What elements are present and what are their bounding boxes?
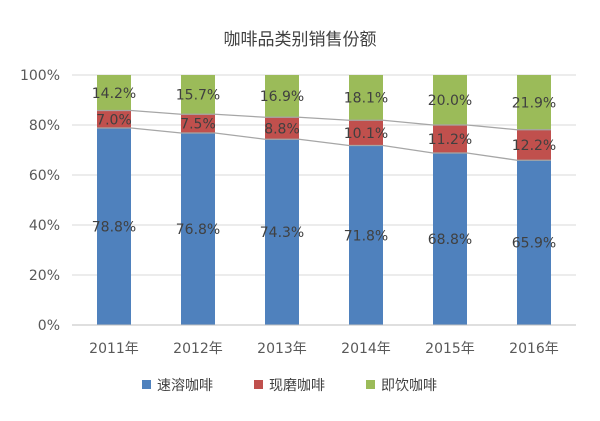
y-tick-label: 60% (29, 168, 60, 184)
series-line (97, 128, 551, 160)
y-tick-label: 100% (20, 68, 60, 84)
data-label: 7.5% (180, 117, 216, 133)
series-lines (97, 111, 551, 161)
data-label: 12.2% (512, 138, 556, 154)
data-label: 14.2% (92, 86, 136, 102)
x-tick-label: 2016年 (509, 341, 559, 357)
data-label: 78.8% (92, 220, 136, 236)
data-label: 68.8% (428, 232, 472, 248)
legend-swatch (254, 380, 263, 389)
chart-title: 咖啡品类别销售份额 (224, 30, 377, 50)
data-label: 8.8% (264, 121, 300, 137)
series-line (97, 111, 551, 130)
data-labels: 78.8% 7.0% 14.2% 76.8% 7.5% 15.7% 74.3% 8.8% 16.… (92, 86, 556, 252)
y-tick-label: 20% (29, 268, 60, 284)
y-tick-label: 80% (29, 118, 60, 134)
data-label: 16.9% (260, 89, 304, 105)
x-tick-label: 2013年 (257, 341, 307, 357)
data-label: 65.9% (512, 236, 556, 252)
y-tick-label: 0% (38, 318, 60, 334)
data-label: 18.1% (344, 91, 388, 107)
data-label: 76.8% (176, 222, 220, 238)
x-axis: 2011年 2012年 2013年 2014年 2015年 2016年 (72, 325, 576, 357)
data-label: 15.7% (176, 88, 220, 104)
legend-swatch (142, 380, 151, 389)
legend-label: 现磨咖啡 (269, 378, 325, 394)
data-label: 71.8% (344, 228, 388, 244)
x-tick-label: 2011年 (89, 341, 139, 357)
y-tick-label: 40% (29, 218, 60, 234)
data-label: 20.0% (428, 93, 472, 109)
legend-label: 速溶咖啡 (157, 378, 213, 394)
x-tick-label: 2015年 (425, 341, 475, 357)
data-label: 11.2% (428, 132, 472, 148)
x-tick-label: 2012年 (173, 341, 223, 357)
data-label: 74.3% (260, 225, 304, 241)
y-axis: 0% 20% 40% 60% 80% 100% (20, 68, 60, 334)
legend-swatch (366, 380, 375, 389)
data-label: 21.9% (512, 95, 556, 111)
x-tick-label: 2014年 (341, 341, 391, 357)
grid (72, 75, 576, 325)
data-label: 7.0% (96, 112, 132, 128)
legend: 速溶咖啡 现磨咖啡 即饮咖啡 (142, 378, 437, 394)
data-label: 10.1% (344, 126, 388, 142)
legend-label: 即饮咖啡 (381, 378, 437, 394)
